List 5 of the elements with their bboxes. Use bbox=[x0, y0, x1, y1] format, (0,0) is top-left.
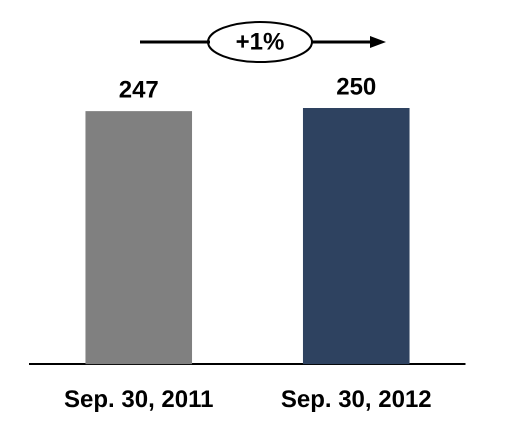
text: +1% bbox=[236, 28, 284, 56]
x-tick-label: Sep. 30, 2011 bbox=[64, 386, 214, 414]
data-label: 247 bbox=[118, 76, 159, 104]
x-tick-label: Sep. 30, 2012 bbox=[280, 386, 432, 414]
data-label: 250 bbox=[336, 74, 376, 101]
